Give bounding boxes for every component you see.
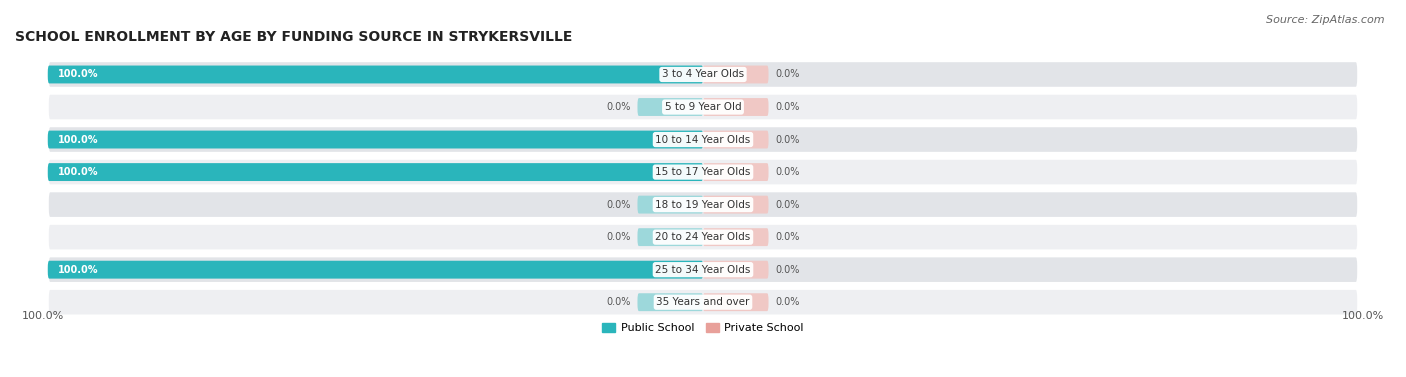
FancyBboxPatch shape: [703, 66, 769, 83]
Text: 0.0%: 0.0%: [775, 167, 800, 177]
Text: SCHOOL ENROLLMENT BY AGE BY FUNDING SOURCE IN STRYKERSVILLE: SCHOOL ENROLLMENT BY AGE BY FUNDING SOUR…: [15, 30, 572, 44]
Text: 0.0%: 0.0%: [606, 102, 631, 112]
FancyBboxPatch shape: [48, 61, 1358, 88]
FancyBboxPatch shape: [637, 293, 703, 311]
FancyBboxPatch shape: [48, 126, 1358, 153]
Text: 0.0%: 0.0%: [606, 232, 631, 242]
Text: 0.0%: 0.0%: [606, 199, 631, 210]
FancyBboxPatch shape: [48, 163, 703, 181]
Text: 5 to 9 Year Old: 5 to 9 Year Old: [665, 102, 741, 112]
Text: 35 Years and over: 35 Years and over: [657, 297, 749, 307]
FancyBboxPatch shape: [48, 159, 1358, 185]
Text: 100.0%: 100.0%: [58, 69, 98, 80]
FancyBboxPatch shape: [703, 130, 769, 149]
FancyBboxPatch shape: [703, 293, 769, 311]
Text: 100.0%: 100.0%: [58, 135, 98, 144]
FancyBboxPatch shape: [48, 289, 1358, 316]
Text: 0.0%: 0.0%: [775, 135, 800, 144]
Legend: Public School, Private School: Public School, Private School: [598, 318, 808, 337]
FancyBboxPatch shape: [703, 228, 769, 246]
Text: 18 to 19 Year Olds: 18 to 19 Year Olds: [655, 199, 751, 210]
Text: 0.0%: 0.0%: [775, 69, 800, 80]
FancyBboxPatch shape: [48, 130, 703, 149]
Text: 3 to 4 Year Olds: 3 to 4 Year Olds: [662, 69, 744, 80]
Text: 0.0%: 0.0%: [775, 102, 800, 112]
Text: 100.0%: 100.0%: [58, 265, 98, 275]
Text: 0.0%: 0.0%: [775, 265, 800, 275]
FancyBboxPatch shape: [48, 224, 1358, 250]
Text: 10 to 14 Year Olds: 10 to 14 Year Olds: [655, 135, 751, 144]
Text: 25 to 34 Year Olds: 25 to 34 Year Olds: [655, 265, 751, 275]
Text: 15 to 17 Year Olds: 15 to 17 Year Olds: [655, 167, 751, 177]
FancyBboxPatch shape: [703, 261, 769, 279]
Text: 20 to 24 Year Olds: 20 to 24 Year Olds: [655, 232, 751, 242]
FancyBboxPatch shape: [637, 196, 703, 213]
Text: 100.0%: 100.0%: [58, 167, 98, 177]
FancyBboxPatch shape: [48, 93, 1358, 120]
FancyBboxPatch shape: [637, 228, 703, 246]
FancyBboxPatch shape: [48, 261, 703, 279]
Text: 0.0%: 0.0%: [606, 297, 631, 307]
FancyBboxPatch shape: [703, 98, 769, 116]
FancyBboxPatch shape: [703, 196, 769, 213]
Text: 100.0%: 100.0%: [1343, 311, 1385, 321]
Text: Source: ZipAtlas.com: Source: ZipAtlas.com: [1267, 15, 1385, 25]
Text: 0.0%: 0.0%: [775, 199, 800, 210]
FancyBboxPatch shape: [703, 163, 769, 181]
FancyBboxPatch shape: [48, 191, 1358, 218]
FancyBboxPatch shape: [637, 98, 703, 116]
Text: 0.0%: 0.0%: [775, 232, 800, 242]
FancyBboxPatch shape: [48, 66, 703, 83]
Text: 0.0%: 0.0%: [775, 297, 800, 307]
Text: 100.0%: 100.0%: [21, 311, 63, 321]
FancyBboxPatch shape: [48, 256, 1358, 283]
